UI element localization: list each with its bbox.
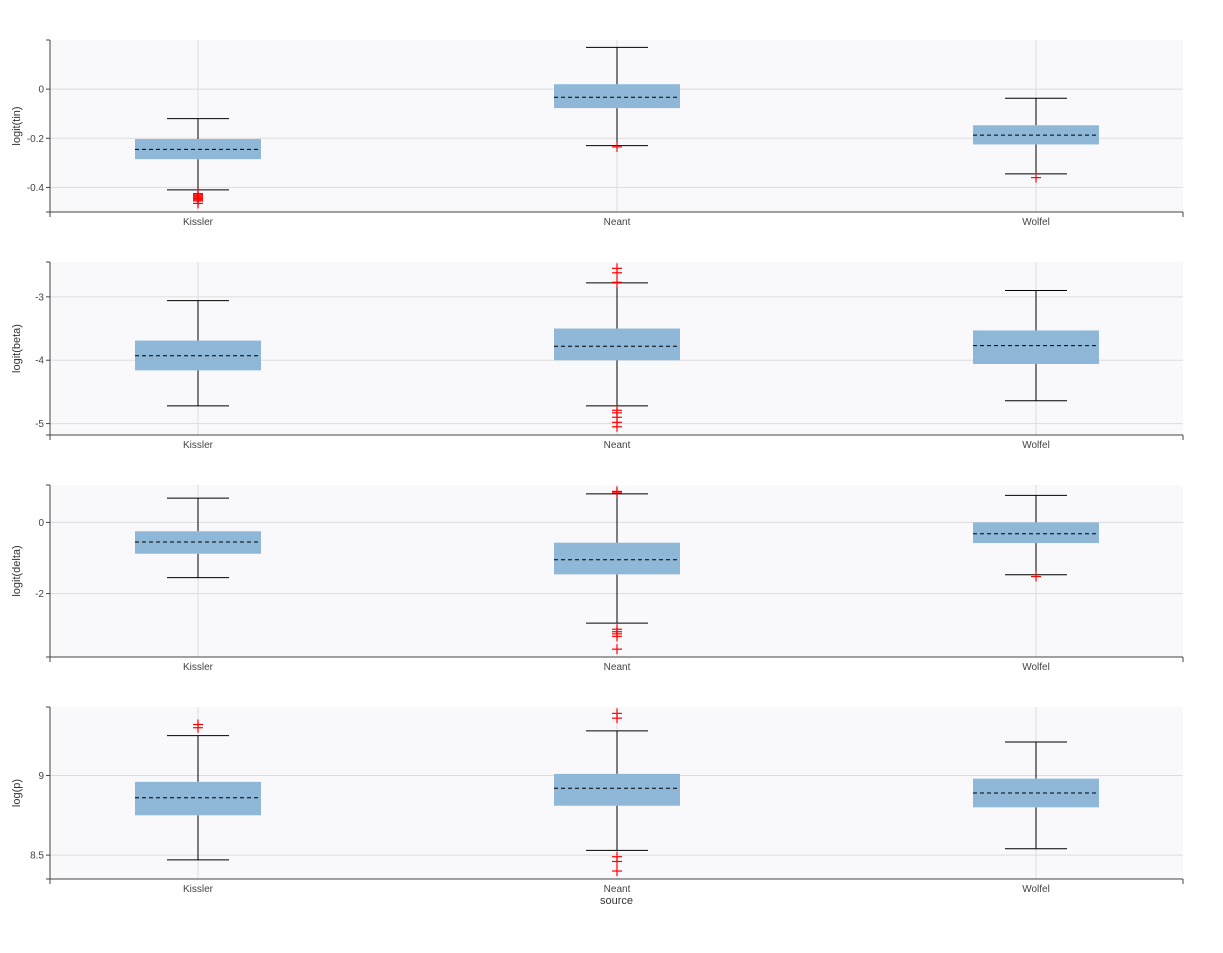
box-wolfel: [973, 494, 1099, 582]
outlier-marker: [612, 631, 622, 642]
outlier-marker: [612, 866, 622, 877]
outlier-marker: [612, 267, 622, 278]
y-axis-label: logit(beta): [11, 324, 23, 373]
x-tick-label: Wolfel: [1022, 662, 1050, 673]
box-wolfel: [973, 97, 1099, 183]
box-kissler: [135, 719, 261, 861]
box-iqr: [554, 328, 680, 361]
y-tick-label: 9: [38, 771, 44, 782]
y-axis-label: log(p): [11, 779, 23, 807]
subplot-1: -0.4 -0.2 0 Kissler Neant Wolfel logit(tin): [11, 39, 1184, 228]
box-iqr: [973, 522, 1099, 544]
outlier-marker: [612, 708, 622, 719]
subplot-4: 8.5 9 Kissler Neant Wolfel log(p) source: [11, 706, 1184, 907]
box-kissler: [135, 497, 261, 579]
box-iqr: [135, 531, 261, 554]
y-tick-label: -5: [35, 419, 44, 430]
box-iqr: [554, 542, 680, 575]
x-axis-label: source: [600, 895, 633, 907]
outlier-marker: [612, 277, 622, 288]
box-neant: [554, 486, 680, 655]
box-iqr: [973, 330, 1099, 365]
x-tick-label: Neant: [604, 884, 631, 895]
y-tick-label: -2: [35, 589, 44, 600]
outlier-marker: [612, 486, 622, 497]
box-wolfel: [973, 290, 1099, 402]
outlier-marker: [193, 719, 203, 730]
x-tick-label: Kissler: [183, 440, 214, 451]
y-tick-label: 0: [38, 518, 44, 529]
outlier-marker: [1031, 172, 1041, 183]
box-kissler: [135, 118, 261, 209]
box-iqr: [554, 773, 680, 806]
subplot-3: -2 0 Kissler Neant Wolfel logit(delta): [11, 484, 1184, 673]
y-tick-label: -3: [35, 292, 44, 303]
outlier-marker: [193, 198, 203, 209]
y-tick-label: -4: [35, 356, 44, 367]
x-tick-label: Kissler: [183, 662, 214, 673]
outlier-marker: [1031, 571, 1041, 582]
box-kissler: [135, 300, 261, 407]
x-tick-label: Wolfel: [1022, 884, 1050, 895]
y-tick-label: -0.4: [27, 183, 45, 194]
box-wolfel: [973, 741, 1099, 850]
box-iqr: [554, 84, 680, 109]
outlier-marker: [612, 644, 622, 655]
x-tick-label: Wolfel: [1022, 440, 1050, 451]
box-neant: [554, 46, 680, 152]
y-axis-label: logit(delta): [11, 545, 23, 596]
outlier-marker: [612, 421, 622, 432]
y-tick-label: 8.5: [30, 851, 44, 862]
x-tick-label: Wolfel: [1022, 217, 1050, 228]
y-tick-label: -0.2: [27, 134, 45, 145]
x-tick-label: Neant: [604, 662, 631, 673]
box-iqr: [135, 781, 261, 816]
x-tick-label: Kissler: [183, 884, 214, 895]
x-tick-label: Neant: [604, 440, 631, 451]
subplot-2: -5 -4 -3 Kissler Neant Wolfel logit(beta): [11, 261, 1184, 451]
box-neant: [554, 708, 680, 877]
outlier-marker: [612, 141, 622, 152]
x-tick-label: Kissler: [183, 217, 214, 228]
box-neant: [554, 263, 680, 432]
y-axis-label: logit(tin): [11, 106, 23, 145]
y-tick-label: 0: [38, 85, 44, 96]
x-tick-label: Neant: [604, 217, 631, 228]
outlier-marker: [612, 856, 622, 867]
